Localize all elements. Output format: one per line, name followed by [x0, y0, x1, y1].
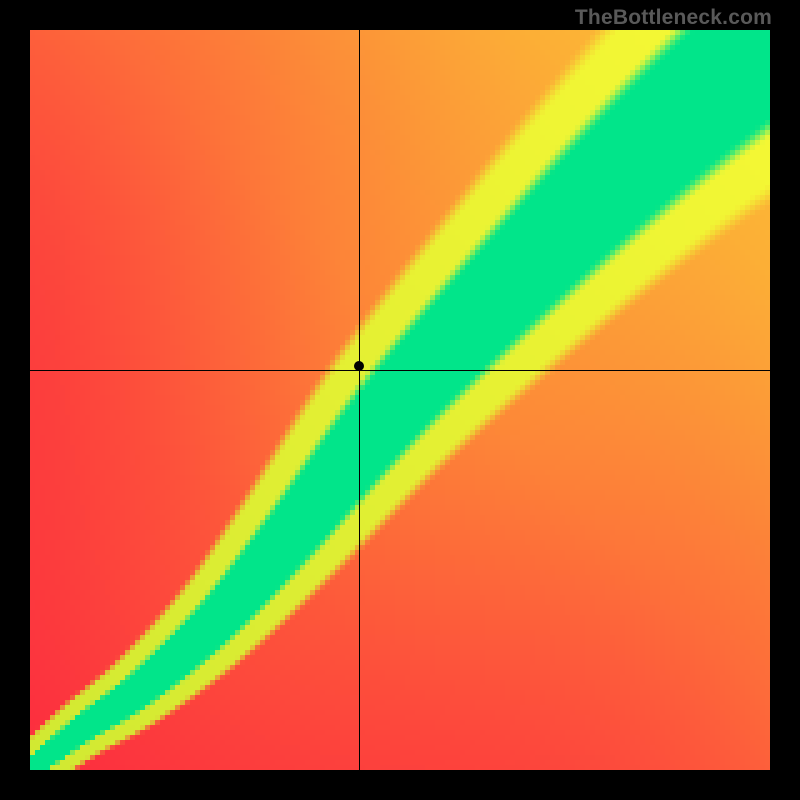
- heatmap-plot: [30, 30, 770, 770]
- marker-dot: [354, 361, 364, 371]
- crosshair-horizontal: [30, 370, 770, 371]
- watermark-text: TheBottleneck.com: [575, 6, 772, 30]
- chart-frame: TheBottleneck.com: [0, 0, 800, 800]
- heatmap-canvas: [30, 30, 770, 770]
- crosshair-vertical: [359, 30, 360, 770]
